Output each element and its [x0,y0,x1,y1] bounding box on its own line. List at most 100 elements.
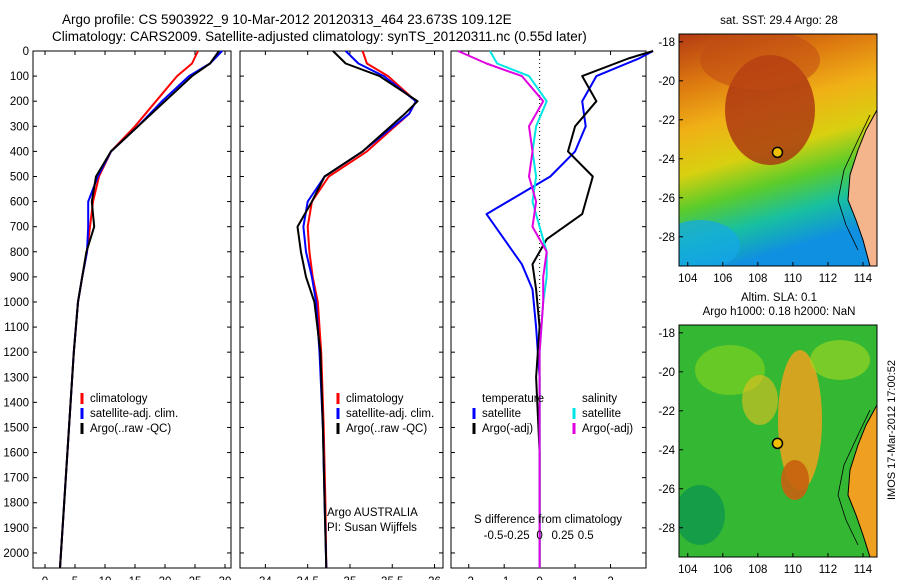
australia-coast [847,404,877,557]
x-tick-label: 5 [72,576,78,580]
x-tick-label: 20 [159,576,172,580]
map-lon-label: 110 [784,564,802,576]
map-lon-label: 106 [713,564,732,576]
salinity-diff-tick-label: 0.5 [578,530,594,542]
x-tick-label: 35.5 [381,576,403,580]
legend-label: Argo(-adj) [482,423,533,435]
series-line-climatology [59,50,199,569]
x-tick-label: 35 [344,576,357,580]
x-tick-label: 10 [99,576,112,580]
series-line-argo-raw-qc- [296,50,419,569]
sla-map-title-line1: Altim. SLA: 0.1 [741,292,817,304]
salinity-diff-tick-label: -0.25 [503,530,529,542]
x-tick-label: 34 [259,576,272,580]
x-tick-label: -1 [499,576,509,580]
sst-warm-patch [700,34,820,90]
x-tick-label: -2 [464,576,474,580]
salinity-diff-axis-label: S difference from climatology [474,514,622,526]
series-line-satellite-adj-clim- [302,50,417,569]
legend-label: climatology [90,393,148,405]
y-tick-label: 600 [10,197,29,209]
y-tick-label: 1800 [3,498,29,510]
y-tick-label: 1500 [3,422,29,434]
argo-float-marker [771,146,784,159]
legend-label: satellite [582,408,621,420]
series-line-satellite-adj-clim- [59,50,223,569]
legend-label: Argo(..raw -QC) [90,423,171,435]
series-line-temperature-satellite [485,50,654,568]
x-tick-label: 0 [536,576,542,580]
map-lat-label: -18 [658,37,675,49]
map-lon-label: 112 [819,273,837,285]
x-tick-label: 0 [42,576,48,580]
map-lat-label: -20 [658,367,675,379]
salinity-diff-tick-label: -0.5 [484,530,504,542]
y-tick-label: 1900 [3,523,29,535]
annotation-text: PI: Susan Wijffels [327,522,417,534]
y-tick-label: 1400 [3,397,29,409]
series-line-temperature-argo-adj- [531,50,654,568]
y-tick-label: 0 [23,46,29,58]
panel-salinity-frame [239,50,444,569]
map-lat-label: -26 [658,484,675,496]
x-tick-label: 15 [129,576,142,580]
map-lon-label: 104 [678,273,698,285]
bathymetry-contour [837,409,871,546]
legend-label: satellite [482,408,521,420]
sst-cool-patch [679,220,740,266]
sla-negative-anomaly [679,485,725,545]
map-lat-label: -28 [658,232,675,244]
sla-positive-anomaly [781,460,809,500]
y-tick-label: 2000 [3,548,29,560]
map-lon-label: 112 [819,564,837,576]
australia-coast [847,109,877,266]
y-tick-label: 1300 [3,372,29,384]
panel-temperature-frame [32,50,232,569]
map-lon-label: 106 [713,273,732,285]
legend-heading: temperature [482,393,544,405]
map-lon-label: 108 [748,564,767,576]
map-lon-label: 110 [784,273,802,285]
chart-title-line1: Argo profile: CS 5903922_9 10-Mar-2012 2… [62,12,512,27]
x-tick-label: 34.5 [296,576,318,580]
y-tick-label: 100 [10,71,29,83]
map-lat-label: -22 [658,406,675,418]
y-tick-label: 900 [10,272,29,284]
bathymetry-contour [837,114,871,251]
sla-map-title-line2: Argo h1000: 0.18 h2000: NaN [703,306,856,318]
chart-title-line2: Climatology: CARS2009. Satellite-adjuste… [52,29,587,44]
series-line-argo-raw-qc- [59,50,220,569]
salinity-diff-tick-label: 0 [536,530,542,542]
x-tick-label: 1 [572,576,578,580]
x-tick-label: 2 [607,576,613,580]
sst-map [679,34,877,266]
sla-anomaly [810,340,870,380]
legend-label: climatology [346,393,404,405]
map-lat-label: -24 [658,154,675,166]
x-tick-label: 36 [428,576,441,580]
map-lat-label: -20 [658,76,675,88]
sst-map-title: sat. SST: 29.4 Argo: 28 [720,15,838,27]
legend-label: Argo(..raw -QC) [346,423,427,435]
sst-map-frame [678,33,878,267]
map-lon-label: 114 [854,273,873,285]
y-tick-label: 1600 [3,448,29,460]
y-tick-label: 800 [10,247,29,259]
y-tick-label: 400 [10,146,29,158]
y-tick-label: 300 [10,121,29,133]
y-tick-label: 1700 [3,473,29,485]
map-lon-label: 104 [678,564,698,576]
y-tick-label: 500 [10,171,29,183]
legend-label: satellite-adj. clim. [346,408,434,420]
legend-heading: salinity [582,393,617,405]
y-tick-label: 200 [10,96,29,108]
sla-anomaly [742,375,778,425]
argo-float-marker [771,437,784,450]
sla-map-frame [678,324,878,558]
y-tick-label: 1100 [4,322,29,334]
map-lon-label: 114 [854,564,873,576]
map-lon-label: 108 [748,273,767,285]
y-tick-label: 1000 [3,297,29,309]
map-lat-label: -24 [658,445,675,457]
legend-label: Argo(-adj) [582,423,633,435]
